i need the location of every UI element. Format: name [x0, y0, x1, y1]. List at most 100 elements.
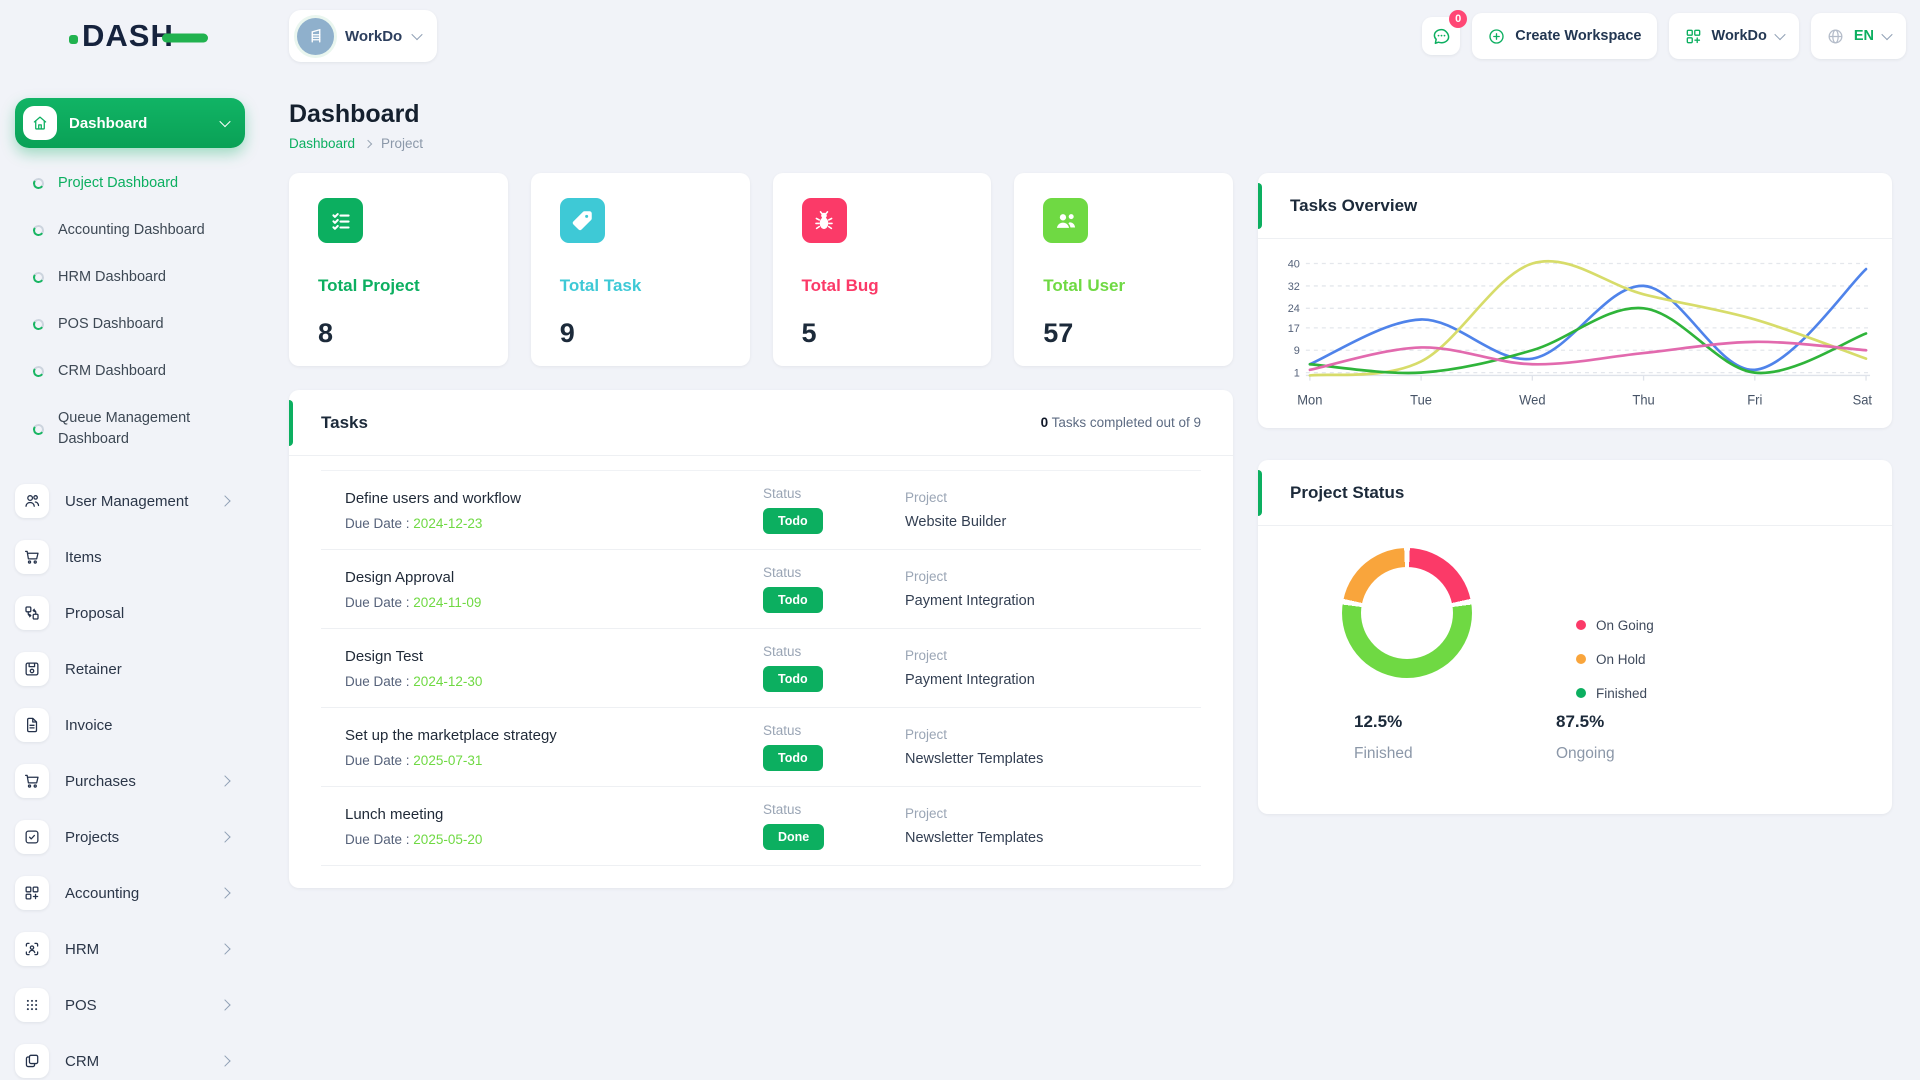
task-row: Design Approval Due Date : 2024-11-09 St…: [321, 550, 1201, 629]
svg-text:Mon: Mon: [1297, 392, 1322, 407]
workspace-selector[interactable]: WorkDo: [289, 10, 438, 62]
grid-plus-icon: [1686, 29, 1700, 43]
sidebar-item-label: Invoice: [65, 716, 113, 734]
legend-item: On Hold: [1576, 642, 1654, 676]
donut-legend: On Going On Hold Finished: [1576, 608, 1654, 710]
create-workspace-button[interactable]: Create Workspace: [1472, 13, 1657, 59]
svg-text:Sat: Sat: [1853, 392, 1873, 407]
sidebar-item-accounting[interactable]: Accounting: [15, 865, 245, 921]
stats-grid: Total Project 8 Total Task 9 Total Bug 5…: [289, 173, 1233, 366]
chevron-right-icon: [219, 1055, 231, 1067]
workspace-avatar building-icon: [297, 17, 334, 55]
svg-text:40: 40: [1288, 258, 1300, 270]
topbar: DASH WorkDo 0 Create Workspace: [0, 0, 1920, 72]
legend-item: On Going: [1576, 608, 1654, 642]
right-column: Tasks Overview 1 9 17 24 32 40 Mon Tue Wed Thu Fri…: [1258, 173, 1892, 814]
stat-value: 5: [801, 318, 817, 348]
sidebar-item-hrm[interactable]: HRM: [15, 921, 245, 977]
users-solid-icon: [1043, 198, 1089, 243]
sidebar-item-label: Projects: [65, 828, 120, 846]
stat-label: Total Project: [318, 276, 420, 295]
task-name: Define users and workflow: [345, 489, 521, 507]
sidebar-subitem-pos-dashboard[interactable]: POS Dashboard: [15, 301, 245, 348]
legend-dot-icon: [1576, 688, 1586, 698]
sidebar-subitem-crm-dashboard[interactable]: CRM Dashboard: [15, 348, 245, 395]
breadcrumb-dashboard-link[interactable]: Dashboard: [289, 136, 356, 151]
status-badge: Todo: [763, 508, 823, 534]
hrm-icon: [15, 932, 49, 967]
checklist-icon: [318, 198, 363, 243]
logo-zone: DASH: [0, 18, 260, 54]
dashboard-submenu: Project Dashboard Accounting Dashboard H…: [15, 160, 245, 463]
stat-value: 57: [1043, 318, 1074, 348]
legend-label: Finished: [1596, 685, 1648, 701]
sidebar-subitem-label: Queue Management Dashboard: [58, 410, 191, 448]
svg-text:17: 17: [1288, 323, 1300, 335]
main: Dashboard Dashboard Project Total Projec…: [260, 72, 1920, 1080]
sidebar-subitem-project-dashboard[interactable]: Project Dashboard: [15, 160, 245, 207]
status-column-label: Status: [763, 723, 802, 738]
task-project: Website Builder: [905, 514, 1007, 530]
chevron-right-icon: [219, 999, 231, 1011]
sidebar-group-dashboard[interactable]: Dashboard: [15, 98, 245, 148]
sidebar-item-invoice[interactable]: Invoice: [15, 697, 245, 753]
status-column-label: Status: [763, 486, 802, 501]
sidebar-item-crm[interactable]: CRM: [15, 1033, 245, 1080]
crm-icon: [15, 1044, 49, 1079]
project-column-label: Project: [905, 648, 948, 663]
sidebar-item-label: HRM: [65, 940, 100, 958]
bullet-icon: [32, 271, 45, 284]
workspace-menu-button[interactable]: WorkDo: [1668, 13, 1799, 59]
sidebar-item-user-management[interactable]: User Management: [15, 473, 245, 529]
stat-label: Total Bug: [801, 276, 879, 295]
chevron-right-icon: [219, 943, 231, 955]
task-list: Define users and workflow Due Date : 202…: [321, 470, 1201, 866]
status-card-header: Project Status: [1258, 460, 1892, 526]
tasks-summary-count: 0: [1040, 415, 1049, 430]
left-column: Total Project 8 Total Task 9 Total Bug 5…: [289, 173, 1233, 888]
page-title: Dashboard: [289, 100, 420, 128]
task-name: Design Test: [345, 647, 424, 665]
logo-bar: [161, 33, 208, 43]
sidebar-item-pos[interactable]: POS: [15, 977, 245, 1033]
sidebar-group-label: Dashboard: [69, 114, 148, 132]
sidebar-subitem-hrm-dashboard[interactable]: HRM Dashboard: [15, 254, 245, 301]
task-row: Design Test Due Date : 2024-12-30 Status…: [321, 629, 1201, 708]
cart-icon: [15, 764, 49, 799]
sidebar-subitem-accounting-dashboard[interactable]: Accounting Dashboard: [15, 207, 245, 254]
chevron-down-icon: [219, 115, 231, 128]
status-card-title: Project Status: [1290, 482, 1405, 502]
breadcrumb: Dashboard Project: [289, 136, 1892, 151]
language-code: EN: [1853, 28, 1874, 44]
plus-circle-icon: [1489, 28, 1504, 44]
sidebar-item-retainer[interactable]: Retainer: [15, 641, 245, 697]
sidebar-item-label: User Management: [65, 492, 189, 510]
messages-button[interactable]: 0: [1422, 10, 1468, 55]
sidebar-subitem-label: POS Dashboard: [58, 316, 164, 333]
sidebar-subitem-queue-management-dashboard[interactable]: Queue Management Dashboard: [15, 395, 245, 463]
content: Total Project 8 Total Task 9 Total Bug 5…: [289, 173, 1892, 888]
sidebar-subitem-label: Project Dashboard: [58, 175, 179, 191]
breadcrumb-current: Project: [381, 136, 424, 151]
svg-text:9: 9: [1294, 345, 1300, 357]
sidebar-item-projects[interactable]: Projects: [15, 809, 245, 865]
language-selector[interactable]: EN: [1810, 13, 1906, 59]
sidebar-subitem-label: CRM Dashboard: [58, 363, 166, 380]
project-status-donut-chart: [1342, 548, 1472, 678]
ongoing-label: Ongoing: [1556, 745, 1615, 762]
retainer-icon: [15, 652, 49, 687]
tasks-card-header: Tasks 0 Tasks completed out of 9: [289, 390, 1233, 456]
chevron-down-icon: [411, 28, 423, 41]
sidebar-item-items[interactable]: Items: [15, 529, 245, 585]
app-logo[interactable]: DASH: [69, 18, 208, 54]
stat-card: Total Task 9: [530, 173, 750, 366]
bullet-icon: [32, 224, 45, 237]
sidebar-item-label: Accounting: [65, 884, 140, 902]
task-row: Lunch meeting Due Date : 2025-05-20 Stat…: [321, 787, 1201, 866]
sidebar-item-purchases[interactable]: Purchases: [15, 753, 245, 809]
svg-text:32: 32: [1288, 281, 1300, 293]
svg-text:1: 1: [1294, 367, 1300, 379]
sidebar-item-proposal[interactable]: Proposal: [15, 585, 245, 641]
task-due-date: Due Date : 2024-12-23: [345, 515, 483, 531]
